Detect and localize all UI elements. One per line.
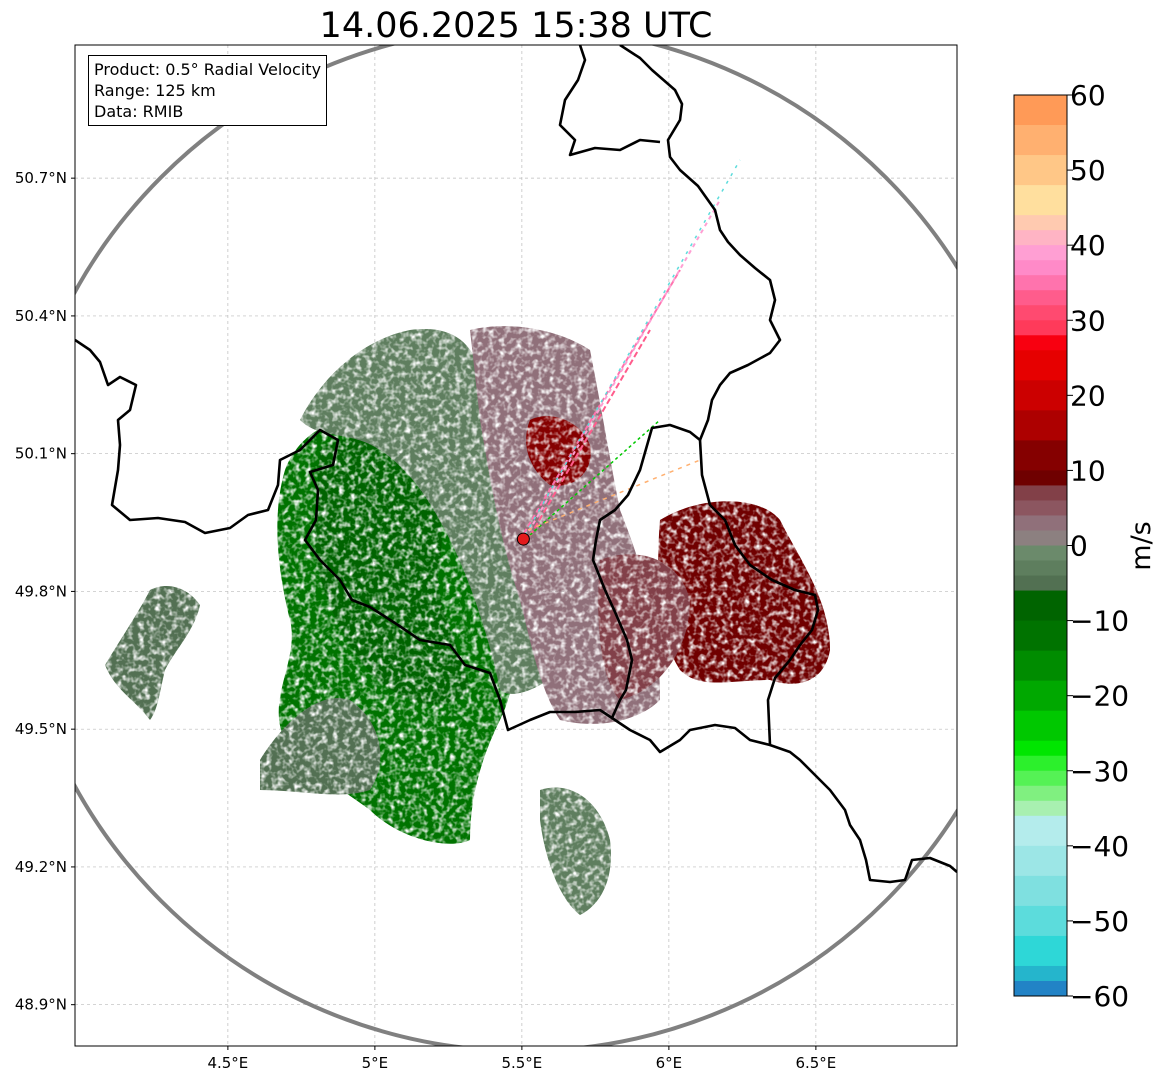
lon-tick-label: 5.5°E [501,1054,542,1072]
colorbar-band [1014,95,1067,126]
near-zero-echo-south [540,787,611,915]
colorbar-tick-label: 40 [1070,229,1106,262]
colorbar-tick-label: −60 [1070,980,1129,1013]
axis-tick-labels: 50.7°N 50.4°N 50.1°N 49.8°N 49.5°N 49.2°N 48.9… [15,169,836,1072]
velocity-echoes [105,326,830,915]
colorbar-band [1014,335,1067,351]
interference-spikes [519,159,741,541]
colorbar-band [1014,875,1067,907]
colorbar-band [1014,410,1067,441]
colorbar-band [1014,785,1067,802]
colorbar-band [1014,485,1067,501]
colorbar-tick-label: −30 [1070,755,1129,788]
colorbar-band [1014,215,1067,231]
colorbar-tick-label: 10 [1070,454,1106,487]
colorbar-tick-label: 30 [1070,304,1106,337]
info-box: Product: 0.5° Radial Velocity Range: 125… [88,55,328,126]
colorbar-band [1014,155,1067,186]
colorbar-tick-label: 20 [1070,379,1106,412]
border-belgium-france [75,45,782,732]
lat-tick-label: 49.8°N [15,582,67,600]
colorbar-band [1014,275,1067,291]
lon-tick-label: 5°E [362,1054,389,1072]
colorbar-band [1014,440,1067,471]
receding-echo-mid [598,554,690,700]
colorbar-band [1014,755,1067,772]
colorbar-tick-label: 0 [1070,530,1088,563]
colorbar-bands [1014,95,1067,997]
receding-echo-east [658,501,830,684]
colorbar-band [1014,650,1067,682]
lat-tick-label: 50.7°N [15,169,67,187]
lon-tick-label: 6.5°E [795,1054,836,1072]
border-north [558,45,661,157]
colorbar-band [1014,680,1067,712]
lat-tick-label: 50.4°N [15,307,67,325]
info-range: Range: 125 km [94,81,216,100]
colorbar-ticks: 60 50 40 30 20 10 0 −10 −20 −30 −40 −50 −60 [1067,79,1129,1013]
colorbar-band [1014,965,1067,982]
map-title: 14.06.2025 15:38 UTC [319,6,713,46]
colorbar-band [1014,770,1067,787]
colorbar-tick-label: 60 [1070,79,1106,112]
colorbar-band [1014,560,1067,577]
country-borders [75,45,957,884]
colorbar-tick-label: −40 [1070,830,1129,863]
colorbar-band [1014,935,1067,967]
colorbar-band [1014,515,1067,531]
lon-tick-label: 6°E [656,1054,683,1072]
colorbar-band [1014,620,1067,652]
colorbar-band [1014,245,1067,261]
approaching-echo-southwest [260,698,381,795]
colorbar-band [1014,380,1067,411]
colorbar-band [1014,500,1067,516]
colorbar-band [1014,305,1067,321]
info-product: Product: 0.5° Radial Velocity [94,60,322,79]
colorbar-band [1014,575,1067,592]
lon-tick-label: 4.5°E [207,1054,248,1072]
colorbar-band [1014,320,1067,336]
radar-site-marker[interactable] [516,532,530,546]
info-data: Data: RMIB [94,102,184,121]
lat-tick-label: 49.5°N [15,720,67,738]
lat-tick-label: 50.1°N [15,445,67,463]
colorbar-band [1014,230,1067,246]
colorbar-band [1014,545,1067,562]
colorbar-tick-label: −50 [1070,905,1129,938]
isolated-cell-west [105,585,200,720]
colorbar-band [1014,350,1067,381]
colorbar-band [1014,800,1067,817]
map-frame [74,44,958,1047]
colorbar-band [1014,260,1067,276]
colorbar-tick-label: −20 [1070,680,1129,713]
colorbar-band [1014,905,1067,937]
receding-echo-north [526,416,591,486]
colorbar-band [1014,290,1067,306]
colorbar-tick-label: −10 [1070,605,1129,638]
colorbar-band [1014,590,1067,622]
colorbar-band [1014,125,1067,156]
colorbar-band [1014,185,1067,216]
colorbar-tick-label: 50 [1070,154,1106,187]
colorbar-band [1014,710,1067,742]
border-luxembourg-france [611,716,771,754]
colorbar-band [1014,530,1067,546]
colorbar-band [1014,740,1067,757]
colorbar-label: m/s [1126,521,1157,570]
colorbar-band [1014,980,1067,997]
colorbar-band [1014,815,1067,847]
lat-tick-label: 48.9°N [15,996,67,1014]
lat-tick-label: 49.2°N [15,858,67,876]
colorbar-band [1014,470,1067,486]
colorbar-band [1014,845,1067,877]
